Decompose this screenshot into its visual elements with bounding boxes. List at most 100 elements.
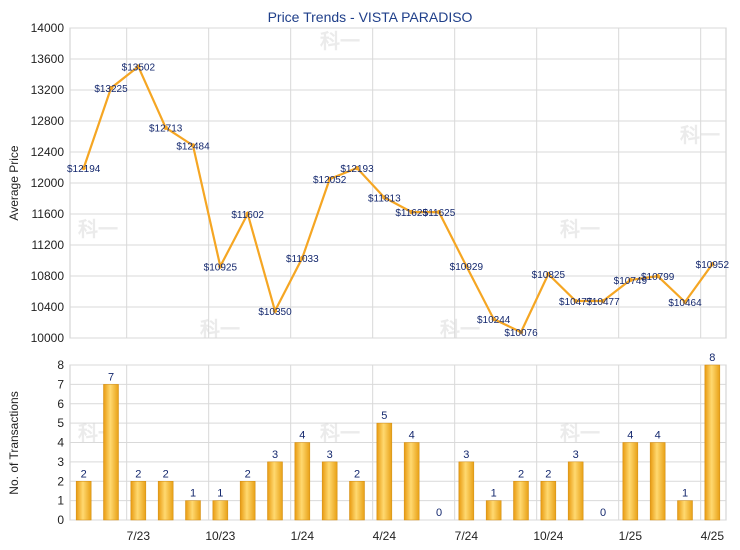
transactions-y-tick-label: 3: [57, 455, 64, 469]
x-tick-label: 7/23: [127, 529, 151, 543]
transactions-bar: [130, 481, 147, 521]
watermark-text: 科一: [320, 29, 360, 53]
transactions-data-label: 2: [354, 468, 360, 480]
price-y-tick-label: 14000: [31, 21, 65, 35]
transactions-bar: [157, 481, 174, 521]
transactions-data-label: 1: [682, 488, 688, 500]
transactions-data-label: 1: [217, 488, 223, 500]
transactions-data-label: 0: [600, 507, 606, 519]
price-point: [327, 176, 332, 182]
price-y-axis-title: Average Price: [7, 145, 21, 220]
transactions-bar: [677, 500, 693, 521]
chart-title: Price Trends - VISTA PARADISO: [268, 9, 473, 25]
x-tick-label: 1/25: [619, 529, 643, 543]
price-data-label: $10925: [204, 262, 238, 273]
transactions-data-label: 2: [135, 468, 141, 480]
price-y-tick-label: 13600: [31, 52, 65, 66]
transactions-y-tick-label: 8: [57, 358, 64, 372]
price-data-label: $12194: [67, 164, 101, 175]
watermark-text: 科一: [560, 217, 600, 241]
price-data-label: $12484: [176, 141, 210, 152]
transactions-data-label: 3: [463, 449, 469, 461]
transactions-data-label: 7: [108, 371, 114, 383]
price-data-label: $11813: [368, 193, 401, 204]
transactions-y-tick-label: 7: [57, 377, 64, 391]
price-y-tick-label: 12800: [31, 114, 65, 128]
transactions-data-label: 4: [627, 430, 633, 442]
transactions-data-label: 5: [381, 410, 387, 422]
transactions-bar: [239, 481, 256, 521]
transactions-y-axis-title: No. of Transactions: [7, 391, 21, 494]
x-tick-label: 10/23: [205, 529, 235, 543]
price-point: [409, 209, 414, 215]
price-point: [628, 277, 633, 283]
transactions-bar: [513, 481, 529, 521]
transactions-bar: [649, 442, 666, 521]
transactions-bar: [704, 364, 721, 521]
price-data-label: $10952: [696, 260, 730, 271]
price-point: [710, 262, 715, 267]
price-y-tick-label: 12000: [31, 176, 65, 190]
transactions-data-label: 4: [655, 430, 661, 442]
price-point: [382, 195, 387, 200]
price-point: [108, 85, 114, 91]
transactions-bar: [540, 481, 557, 521]
watermark-text: 科一: [680, 123, 720, 147]
transactions-data-label: 4: [299, 430, 305, 442]
transactions-data-label: 2: [163, 468, 169, 480]
watermark-text: 科一: [440, 317, 480, 341]
price-data-label: $10799: [641, 272, 675, 283]
transactions-bar: [75, 481, 92, 521]
transactions-y-tick-label: 1: [57, 494, 64, 508]
price-point: [655, 273, 660, 279]
transactions-data-label: 3: [573, 449, 579, 461]
transactions-data-label: 3: [327, 449, 333, 461]
price-point: [436, 209, 442, 215]
price-y-tick-label: 10800: [31, 269, 65, 283]
transactions-bar: [267, 461, 283, 521]
transactions-y-tick-label: 0: [57, 513, 64, 527]
transactions-plot: 0 1 2 3 4 5 6 7 8 No. of Transactions 2 7 2 2 1 1 2 3 4 3…: [7, 352, 727, 543]
price-data-label: $11033: [286, 254, 319, 265]
transactions-bar: [567, 461, 584, 521]
transactions-bar: [403, 442, 420, 521]
price-series-line: [82, 64, 714, 334]
price-point: [81, 165, 86, 171]
transactions-data-label: 2: [245, 468, 251, 480]
price-y-tick-label: 11200: [32, 238, 65, 252]
transactions-bar: [349, 481, 365, 521]
transactions-bar: [212, 500, 229, 521]
watermark-text: 科一: [200, 317, 240, 341]
price-point: [300, 255, 305, 261]
price-point: [518, 329, 524, 335]
price-data-label: $12052: [313, 175, 347, 186]
transactions-data-label: 3: [272, 449, 278, 461]
transactions-data-label: 2: [81, 468, 87, 480]
price-data-label: $11625: [423, 208, 456, 219]
watermark-text: 科一: [320, 421, 360, 445]
price-point: [354, 165, 360, 171]
transactions-bar: [485, 500, 502, 521]
price-data-label: $10749: [614, 276, 648, 287]
transactions-bar: [376, 422, 393, 521]
price-data-label: $11625: [395, 208, 428, 219]
price-data-label: $11602: [231, 210, 264, 221]
price-point: [546, 271, 551, 277]
x-tick-label: 1/24: [291, 529, 315, 543]
price-y-tick-label: 13200: [31, 83, 65, 97]
price-data-label: $12193: [340, 164, 374, 175]
price-data-label: $13225: [94, 84, 128, 95]
transactions-data-label: 8: [709, 352, 715, 364]
price-data-label: $12713: [149, 124, 183, 135]
transactions-bar: [458, 461, 475, 521]
price-data-label: $10929: [450, 262, 484, 273]
transactions-bar: [321, 461, 338, 521]
transactions-data-label: 0: [436, 507, 442, 519]
price-y-tick-label: 10400: [31, 300, 65, 314]
x-tick-label: 7/24: [455, 529, 479, 543]
price-y-tick-label: 11600: [32, 207, 65, 221]
price-data-label: $10244: [477, 315, 511, 326]
price-point: [464, 263, 469, 269]
